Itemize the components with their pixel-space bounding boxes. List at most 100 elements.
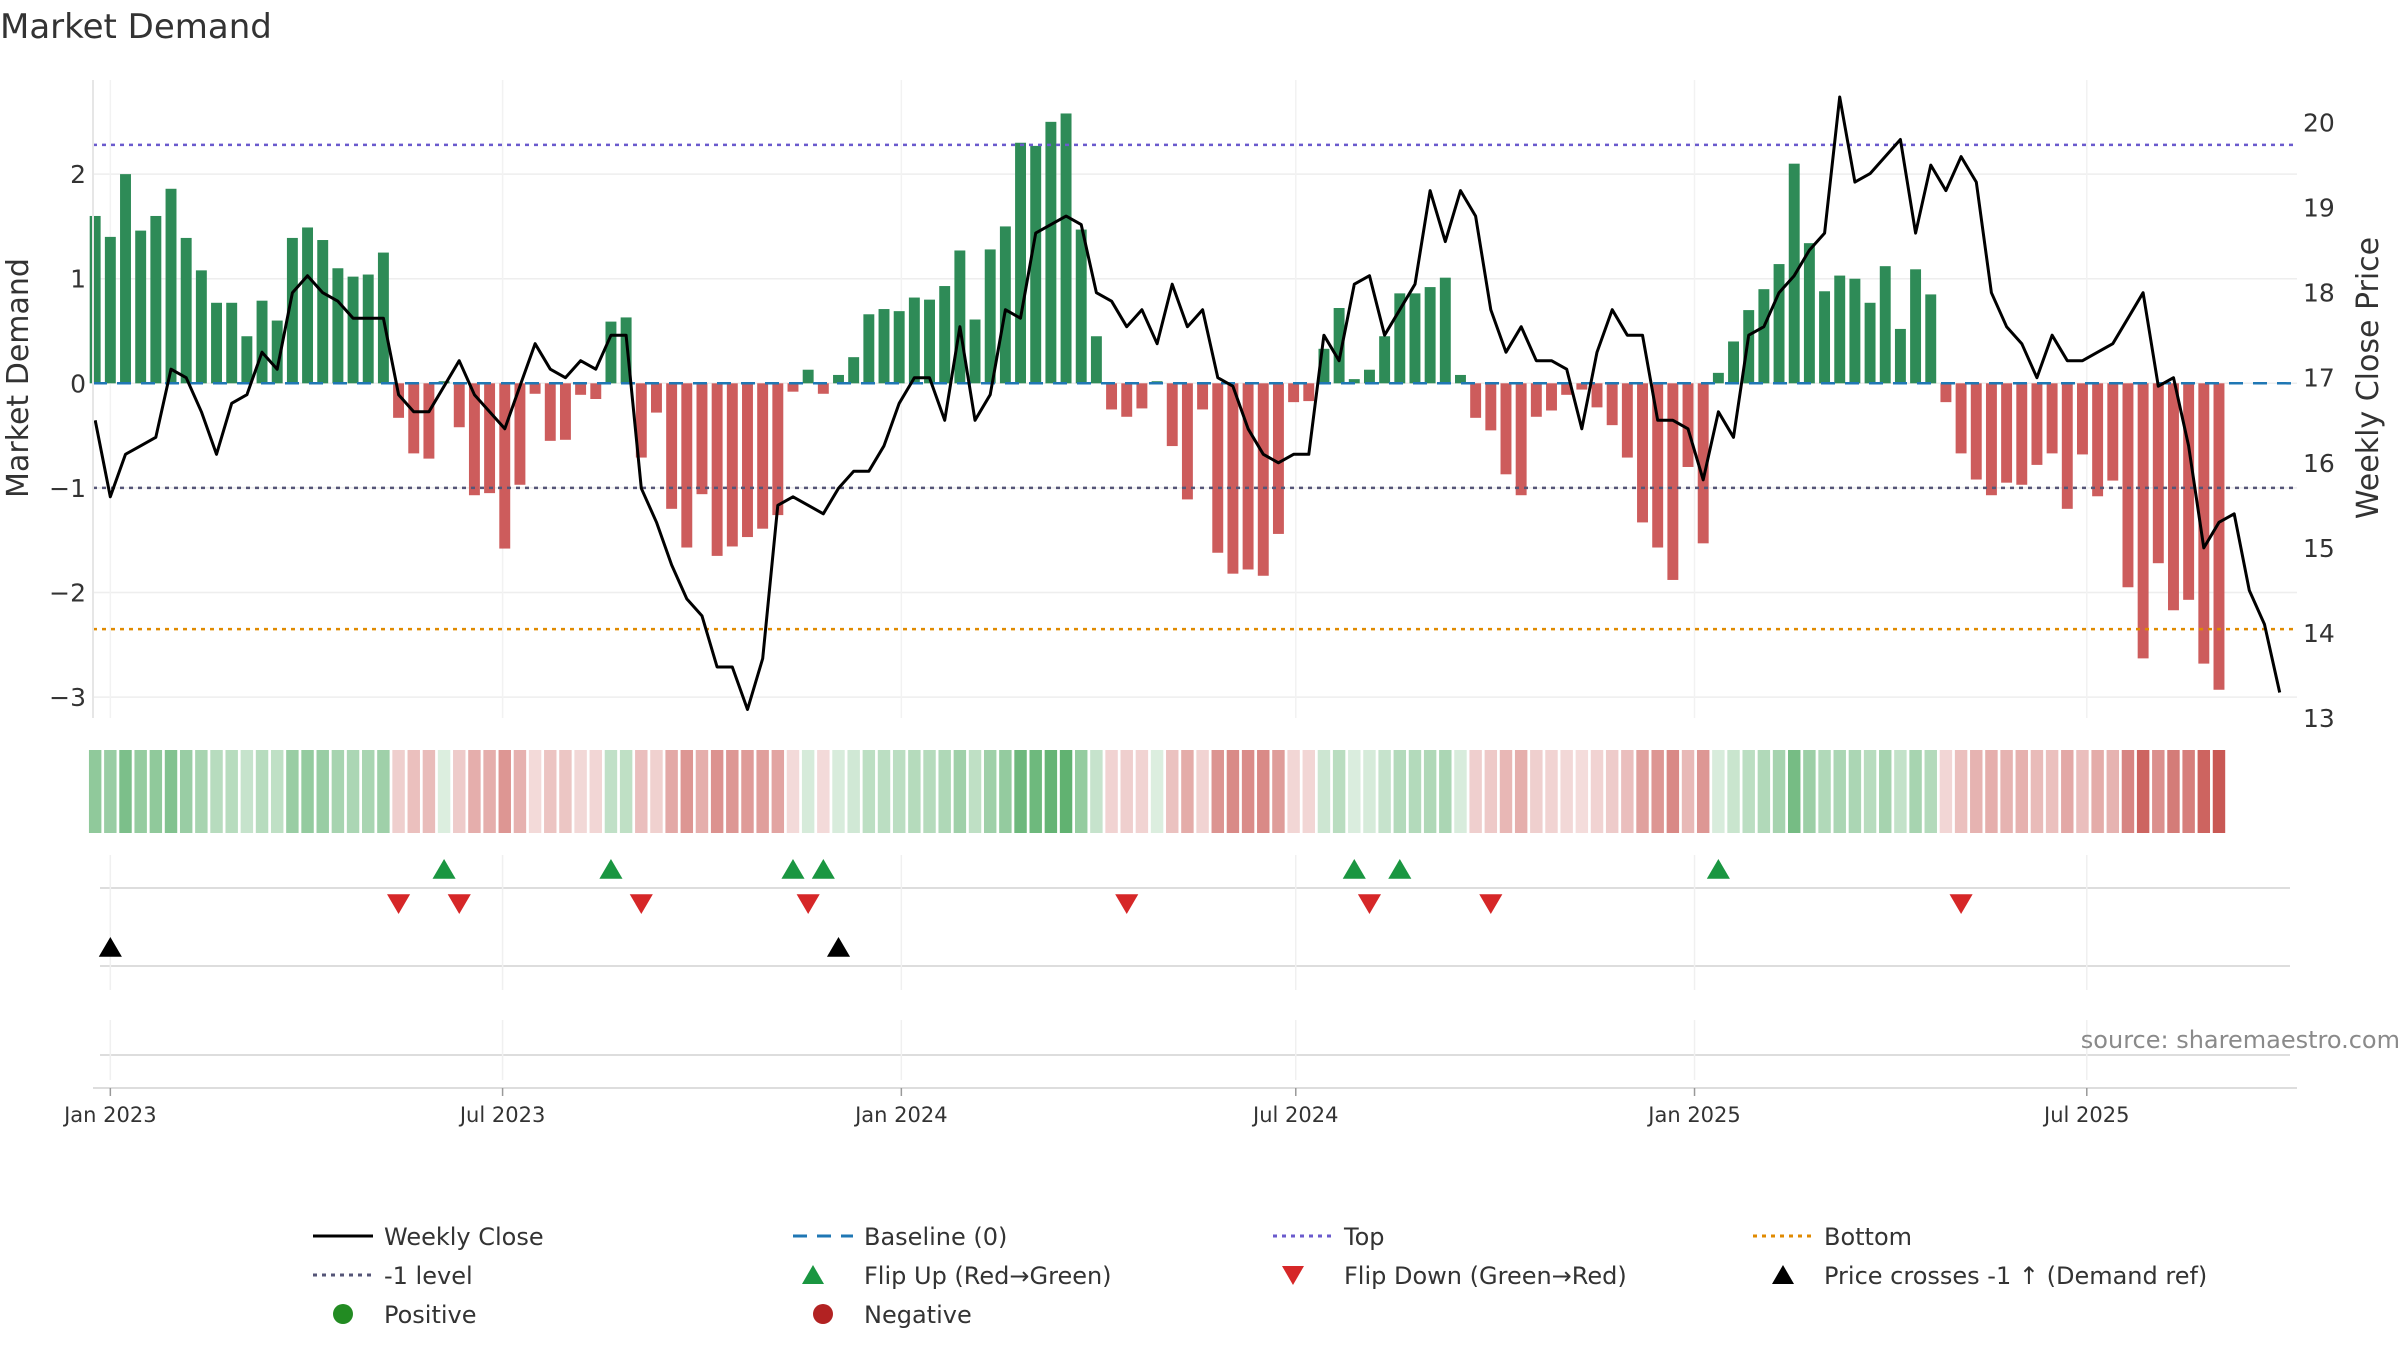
heatmap-cell (498, 750, 511, 833)
demand-bar (302, 227, 314, 384)
heatmap-cell (1727, 750, 1740, 833)
heatmap-cell (392, 750, 405, 833)
flip-down-marker (1115, 894, 1139, 914)
demand-bar (817, 383, 829, 394)
demand-bar (544, 383, 556, 441)
legend-flip-down-label: Flip Down (Green→Red) (1344, 1262, 1627, 1290)
demand-bar (1394, 293, 1406, 384)
demand-bar (2122, 383, 2134, 588)
demand-bar (423, 383, 435, 459)
heatmap-cell (1348, 750, 1361, 833)
heatmap-cell (1484, 750, 1498, 833)
heatmap-cell (453, 750, 466, 833)
demand-bar (408, 383, 420, 454)
reference-lines (93, 143, 2297, 631)
heatmap-cell (1241, 750, 1255, 833)
demand-bar (1621, 383, 1633, 458)
heatmap-cell (1408, 750, 1422, 833)
heatmap-cell (1014, 750, 1027, 833)
demand-bar (1970, 383, 1982, 480)
demand-bar (802, 369, 814, 384)
legend-minus-one-label: -1 level (384, 1262, 473, 1290)
heatmap-cell (1772, 750, 1786, 833)
demand-bar (1485, 383, 1497, 431)
demand-heatmap-strip (88, 750, 2226, 833)
heatmap-cell (1757, 750, 1771, 833)
demand-bar (393, 383, 405, 418)
demand-bar (2152, 383, 2164, 564)
demand-bar (1849, 278, 1861, 384)
y-axis-ticks: 2 1 0 −1 −2 −3 (49, 160, 86, 712)
demand-bar (2001, 383, 2013, 483)
demand-bar (1060, 113, 1072, 384)
heatmap-cell (255, 750, 269, 833)
demand-bar (939, 286, 951, 384)
heatmap-cell (1454, 750, 1467, 833)
demand-bar (1197, 383, 1209, 410)
demand-bar (772, 383, 784, 516)
y-tick-label: −3 (49, 683, 86, 712)
x-axis-ticks: Jan 2023 Jul 2023 Jan 2024 Jul 2024 Jan 2025… (62, 1087, 2297, 1127)
demand-bar (332, 268, 344, 384)
demand-bar (1075, 229, 1087, 384)
heatmap-cell (559, 750, 572, 833)
heatmap-cell (1075, 750, 1088, 833)
heatmap-cell (1530, 750, 1543, 833)
heatmap-cell (1439, 750, 1452, 833)
y-axis-right-label: Weekly Close Price (2351, 237, 2386, 519)
demand-bar (1910, 269, 1922, 384)
demand-bar (848, 357, 860, 384)
demand-bar (529, 383, 541, 394)
demand-bar (2213, 383, 2225, 690)
demand-bar (1728, 341, 1740, 384)
demand-bar (104, 236, 116, 384)
demand-bar (1212, 383, 1224, 553)
y-tick-label: 1 (70, 265, 86, 294)
legend-negative-label: Negative (864, 1301, 972, 1329)
demand-bar (863, 314, 875, 384)
heatmap-cell (1621, 750, 1634, 833)
demand-bar (150, 215, 162, 384)
heatmap-cell (1393, 750, 1407, 833)
heatmap-cell (862, 750, 876, 833)
heatmap-cell (1909, 750, 1922, 833)
heatmap-cell (468, 750, 481, 833)
demand-bar (317, 240, 329, 384)
heatmap-cell (1363, 750, 1376, 833)
flip-up-marker (811, 859, 835, 879)
demand-bar (635, 383, 647, 458)
flip-up-marker (599, 859, 623, 879)
heatmap-cell (1787, 750, 1801, 833)
heatmap-cell (953, 750, 967, 833)
demand-bar (1606, 383, 1618, 426)
demand-bar (1166, 383, 1178, 447)
weekly-close-line (93, 95, 2282, 711)
heatmap-cell (286, 750, 299, 833)
demand-bar (120, 174, 131, 384)
demand-bar (2107, 383, 2119, 481)
demand-bar (2031, 383, 2043, 465)
heatmap-cell (1848, 750, 1862, 833)
demand-bar (484, 383, 496, 494)
heatmap-cell (1681, 750, 1695, 833)
heatmap-cell (1499, 750, 1513, 833)
heatmap-cell (528, 750, 542, 833)
heatmap-cell (983, 750, 997, 833)
demand-bar (347, 276, 359, 384)
heatmap-cell (1302, 750, 1315, 833)
heatmap-cell (195, 750, 208, 833)
demand-bar (1333, 308, 1345, 384)
heatmap-cell (1575, 750, 1589, 833)
y-tick-label: −1 (49, 474, 86, 503)
demand-bar (1561, 383, 1573, 395)
heatmap-cell (741, 750, 754, 833)
price-cross-marker (98, 937, 122, 957)
heatmap-cell (1696, 750, 1710, 833)
heatmap-cell (1833, 750, 1846, 833)
heatmap-cell (1257, 750, 1270, 833)
demand-bar (1288, 383, 1300, 403)
demand-bar (1546, 383, 1557, 411)
x-tick-label: Jul 2023 (458, 1103, 545, 1127)
heatmap-cell (923, 750, 936, 833)
demand-bar (1303, 383, 1315, 402)
